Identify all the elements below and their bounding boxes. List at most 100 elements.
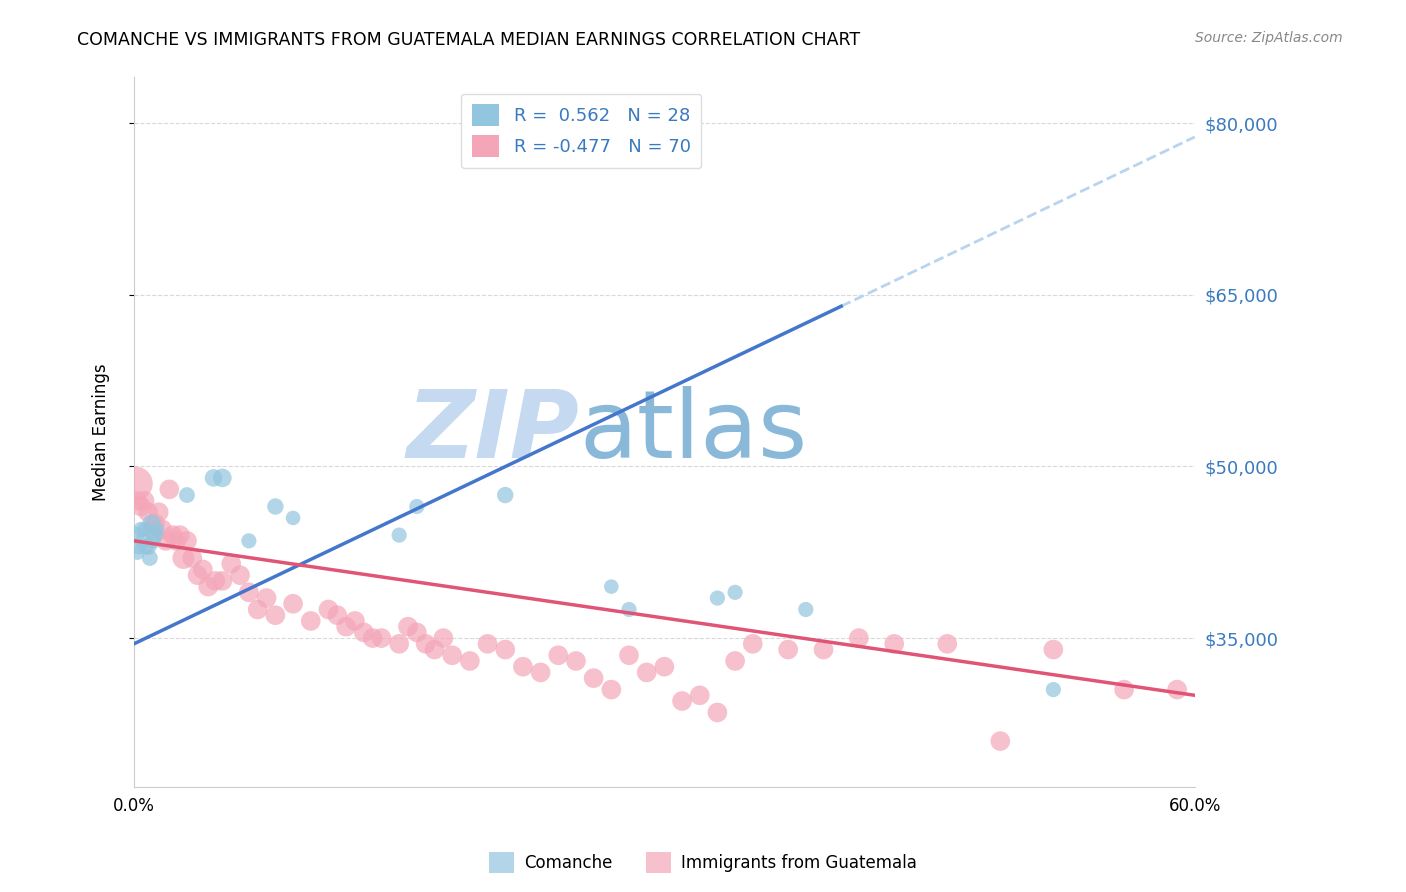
Point — [146, 522, 169, 536]
Point — [165, 533, 187, 548]
Point — [813, 642, 835, 657]
Point — [162, 528, 184, 542]
Point — [423, 642, 446, 657]
Point — [724, 585, 747, 599]
Point — [529, 665, 551, 680]
Point — [211, 471, 233, 485]
Point — [134, 522, 156, 536]
Point — [706, 591, 728, 605]
Point — [125, 476, 148, 491]
Point — [361, 631, 384, 645]
Y-axis label: Median Earnings: Median Earnings — [93, 363, 110, 501]
Text: ZIP: ZIP — [406, 386, 579, 478]
Point — [135, 540, 157, 554]
Point — [132, 533, 155, 548]
Point — [256, 591, 278, 605]
Point — [883, 637, 905, 651]
Point — [343, 614, 366, 628]
Point — [141, 516, 163, 531]
Point — [299, 614, 322, 628]
Point — [794, 602, 817, 616]
Point — [512, 659, 534, 673]
Point — [143, 516, 166, 531]
Point — [778, 642, 800, 657]
Text: atlas: atlas — [579, 386, 808, 478]
Point — [150, 522, 173, 536]
Point — [370, 631, 392, 645]
Point — [741, 637, 763, 651]
Point — [547, 648, 569, 663]
Point — [396, 620, 419, 634]
Point — [405, 500, 427, 514]
Point — [229, 568, 252, 582]
Point — [617, 648, 640, 663]
Point — [264, 500, 287, 514]
Point — [1112, 682, 1135, 697]
Point — [335, 620, 357, 634]
Point — [936, 637, 959, 651]
Point — [689, 688, 711, 702]
Point — [281, 511, 304, 525]
Text: COMANCHE VS IMMIGRANTS FROM GUATEMALA MEDIAN EARNINGS CORRELATION CHART: COMANCHE VS IMMIGRANTS FROM GUATEMALA ME… — [77, 31, 860, 49]
Point — [129, 522, 152, 536]
Point — [494, 642, 516, 657]
Point — [617, 602, 640, 616]
Point — [148, 505, 170, 519]
Point — [318, 602, 340, 616]
Point — [264, 608, 287, 623]
Point — [169, 528, 191, 542]
Point — [388, 528, 411, 542]
Point — [172, 551, 194, 566]
Point — [204, 574, 226, 588]
Point — [128, 540, 150, 554]
Point — [458, 654, 481, 668]
Point — [600, 580, 623, 594]
Point — [127, 493, 149, 508]
Point — [136, 505, 159, 519]
Point — [565, 654, 588, 668]
Point — [134, 493, 156, 508]
Point — [706, 706, 728, 720]
Legend: Comanche, Immigrants from Guatemala: Comanche, Immigrants from Guatemala — [482, 846, 924, 880]
Point — [405, 625, 427, 640]
Point — [988, 734, 1011, 748]
Point — [187, 568, 209, 582]
Point — [136, 540, 159, 554]
Point — [139, 551, 162, 566]
Point — [636, 665, 658, 680]
Point — [600, 682, 623, 697]
Point — [246, 602, 269, 616]
Point — [415, 637, 437, 651]
Point — [219, 557, 242, 571]
Point — [353, 625, 375, 640]
Point — [211, 574, 233, 588]
Point — [388, 637, 411, 651]
Point — [125, 528, 148, 542]
Point — [176, 533, 198, 548]
Point — [127, 545, 149, 559]
Point — [238, 533, 260, 548]
Point — [197, 580, 219, 594]
Point — [238, 585, 260, 599]
Point — [143, 528, 166, 542]
Point — [155, 533, 177, 548]
Point — [582, 671, 605, 685]
Point — [191, 562, 214, 576]
Point — [432, 631, 454, 645]
Point — [654, 659, 676, 673]
Legend: R =  0.562   N = 28, R = -0.477   N = 70: R = 0.562 N = 28, R = -0.477 N = 70 — [461, 94, 702, 169]
Point — [141, 522, 163, 536]
Point — [157, 483, 180, 497]
Point — [1042, 682, 1064, 697]
Text: Source: ZipAtlas.com: Source: ZipAtlas.com — [1195, 31, 1343, 45]
Point — [326, 608, 349, 623]
Point — [129, 500, 152, 514]
Point — [1042, 642, 1064, 657]
Point — [724, 654, 747, 668]
Point — [494, 488, 516, 502]
Point — [202, 471, 225, 485]
Point — [477, 637, 499, 651]
Point — [671, 694, 693, 708]
Point — [281, 597, 304, 611]
Point — [181, 551, 204, 566]
